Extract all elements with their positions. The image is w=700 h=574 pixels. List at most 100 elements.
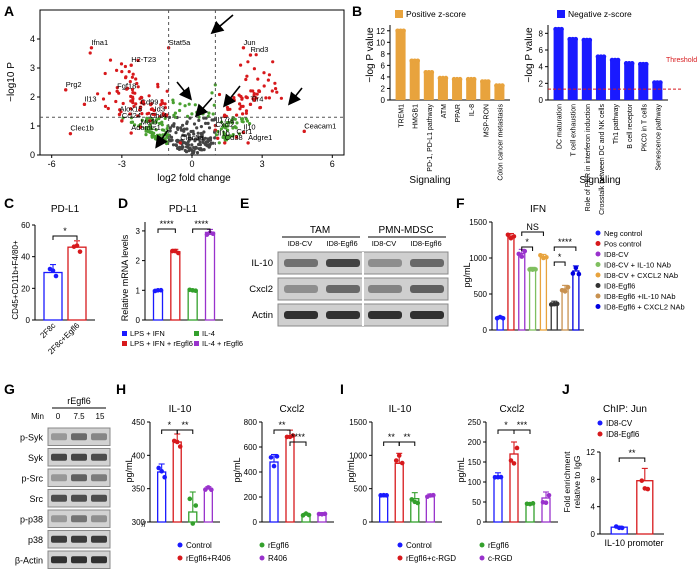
volcano-gene-label: Id3 — [155, 105, 165, 114]
blot-band — [71, 494, 87, 502]
bar — [493, 475, 503, 523]
blot-band — [51, 453, 67, 461]
volcano-gene-label: Adgre1 — [248, 133, 272, 142]
blot-lane-label: ID8-CV — [288, 239, 313, 248]
replicate-point — [443, 75, 449, 81]
replicate-point — [431, 492, 436, 498]
volcano-point — [197, 118, 201, 122]
volcano-point — [138, 122, 143, 127]
volcano-gene-label: Stat5a — [169, 38, 192, 47]
replicate-point — [498, 474, 504, 480]
sig-label: * — [504, 420, 508, 430]
volcano-point-labeled — [89, 46, 94, 50]
y-tick-label: 40 — [21, 253, 30, 262]
bar — [624, 63, 635, 100]
y-tick-label: 400 — [244, 468, 258, 477]
sig-bracket — [497, 429, 515, 434]
blot-time-label: 15 — [96, 412, 105, 421]
replicate-point — [533, 267, 538, 272]
bar — [423, 72, 434, 100]
sig-bracket — [398, 441, 416, 446]
volcano-point — [257, 89, 261, 93]
volcano-point — [199, 131, 203, 136]
volcano-ytick-label: 1 — [30, 121, 35, 131]
crgd-cxcl2-title: Cxcl2 — [499, 404, 524, 415]
replicate-point — [74, 243, 80, 248]
volcano-arrows — [155, 14, 303, 149]
volcano-point — [123, 64, 127, 69]
volcano-point — [195, 126, 199, 130]
volcano-point — [140, 118, 144, 122]
bar — [553, 29, 564, 101]
volcano-point — [107, 91, 111, 95]
arrow-clec5a — [155, 129, 169, 149]
blot-band — [284, 311, 318, 319]
replicate-point — [401, 28, 406, 34]
y-tick-label: 150 — [468, 458, 482, 467]
volcano-point — [241, 112, 245, 116]
volcano-point — [255, 92, 259, 96]
replicate-point — [268, 455, 274, 460]
pathway-ylabel-right: −log P value — [524, 27, 535, 83]
volcano-point — [168, 126, 172, 130]
legend-label: LPS + IFN — [130, 329, 165, 338]
volcano-point — [191, 129, 195, 133]
volcano-point — [249, 89, 253, 93]
volcano-point — [182, 127, 186, 131]
legend-swatch — [122, 331, 127, 336]
volcano-point — [237, 132, 241, 136]
replicate-point — [573, 36, 579, 42]
volcano-point — [115, 68, 119, 72]
volcano-point — [169, 135, 174, 139]
volcano-point — [171, 98, 175, 102]
y-tick-label: 200 — [468, 438, 482, 447]
replicate-point — [174, 439, 180, 445]
volcano-point-labeled — [68, 131, 73, 136]
bar — [379, 496, 389, 523]
volcano-point — [150, 132, 155, 136]
replicate-point — [162, 474, 167, 480]
y-tick-label: 8 — [539, 29, 544, 38]
sig-label: * — [168, 420, 172, 430]
volcano-gene-label: Fgf18 — [117, 81, 136, 90]
volcano-point — [134, 77, 138, 81]
bar — [187, 289, 198, 321]
volcano-point — [245, 74, 249, 78]
volcano-point — [156, 85, 160, 89]
panel-letter-c: C — [4, 195, 14, 211]
bar — [395, 30, 406, 101]
blot-band — [71, 535, 87, 543]
replicate-point — [587, 37, 593, 43]
legend-swatch — [122, 341, 127, 346]
replicate-point — [485, 79, 491, 84]
volcano-gene-label: Jun — [243, 38, 255, 47]
volcano-gene-label: Prg2 — [66, 80, 82, 89]
pdl1-flow-panel: PD-L1 CD45+CD11b+F4/80+ 0204060*2F8c2F8c… — [11, 204, 95, 356]
replicate-point — [505, 232, 511, 238]
volcano-gene-label: Adamts1 — [131, 123, 161, 132]
volcano-gene-label: H2-T23 — [131, 55, 156, 64]
volcano-point-labeled — [129, 63, 133, 67]
bar — [480, 81, 491, 100]
volcano-point — [147, 111, 151, 115]
legend-swatch — [194, 331, 199, 336]
blot-band — [91, 433, 107, 441]
volcano-point — [223, 132, 227, 136]
volcano-point — [207, 126, 212, 130]
volcano-point-labeled — [138, 105, 143, 109]
legend-label: rEgfl6+c-RGD — [406, 554, 456, 563]
legend-label: Control — [406, 541, 432, 550]
replicate-point — [511, 234, 517, 239]
blot-row-label: Actin — [252, 310, 273, 321]
blot-band — [91, 535, 107, 543]
blot-lane-label: ID8-Egfl6 — [410, 239, 441, 248]
western-blot-e: TAM PMN-MDSC ID8-CV ID8-Egfl6 ID8-CV ID8-Egfl… — [249, 225, 449, 327]
bar — [67, 246, 87, 321]
replicate-point — [538, 253, 543, 258]
volcano-point — [120, 70, 124, 74]
blot-band — [71, 474, 87, 482]
volcano-gene-label: Cxcl2 — [215, 120, 234, 129]
volcano-point — [160, 128, 165, 132]
volcano-point-labeled — [248, 53, 253, 57]
replicate-point — [209, 487, 214, 493]
